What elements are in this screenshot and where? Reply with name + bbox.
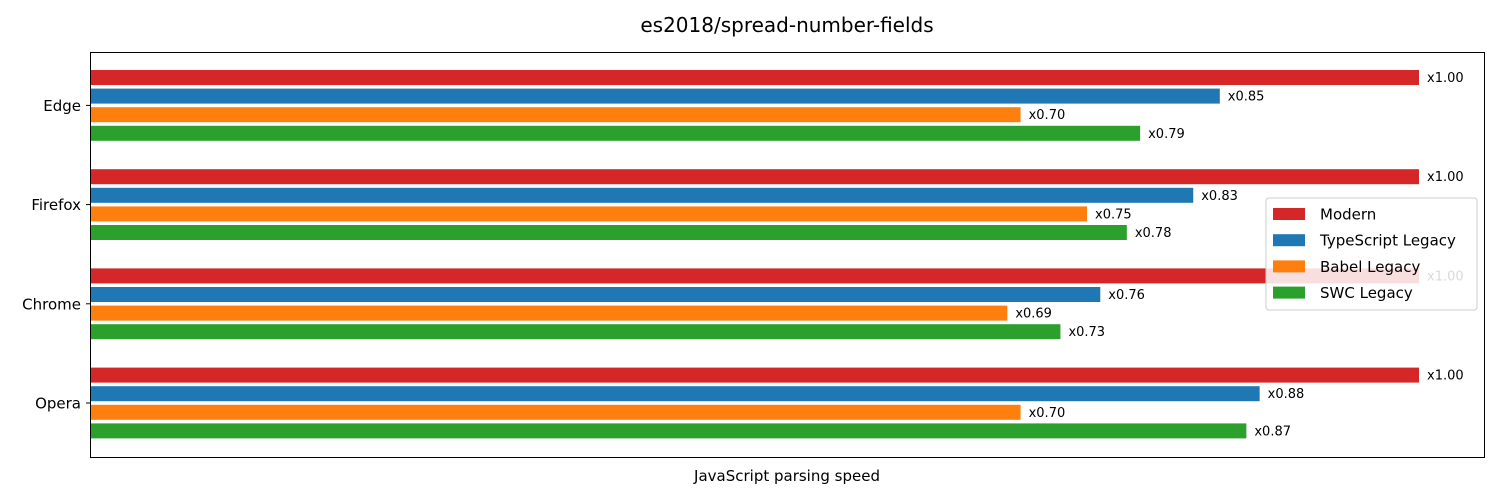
bar-firefox-typescript-legacy	[91, 187, 1194, 203]
data-label-firefox-babel-legacy: x0.75	[1095, 207, 1132, 222]
y-tick-label-firefox: Firefox	[31, 196, 81, 214]
x-axis-label: JavaScript parsing speed	[693, 467, 880, 485]
data-label-chrome-babel-legacy: x0.69	[1015, 307, 1052, 322]
data-label-edge-modern: x1.00	[1427, 71, 1464, 86]
bar-opera-modern	[91, 367, 1419, 383]
data-label-edge-babel-legacy: x0.70	[1029, 108, 1066, 123]
data-label-firefox-modern: x1.00	[1427, 170, 1464, 185]
plot-area-frame	[90, 52, 1485, 458]
bars-group: x1.00 x0.85 x0.70 x0.79 x1.00 x0.83 x0.75x0.78…	[91, 70, 1464, 439]
y-tick-label-opera: Opera	[35, 395, 81, 413]
bar-edge-swc-legacy	[91, 125, 1141, 141]
bar-chrome-babel-legacy	[91, 305, 1008, 321]
legend-swatch-swc-legacy	[1273, 286, 1305, 299]
legend: Modern TypeScript Legacy Babel Legacy SWC L…	[1265, 197, 1478, 311]
data-label-opera-swc-legacy: x0.87	[1254, 424, 1291, 439]
legend-swatch-typescript-legacy	[1273, 234, 1305, 247]
bar-chrome-typescript-legacy	[91, 287, 1101, 302]
chart-title: es2018/spread-number-fields	[640, 13, 933, 37]
legend-label-babel-legacy: Babel Legacy	[1320, 258, 1420, 276]
legend-swatch-babel-legacy	[1273, 260, 1305, 273]
bar-firefox-modern	[91, 169, 1419, 185]
bar-edge-babel-legacy	[91, 107, 1021, 123]
bar-opera-typescript-legacy	[91, 386, 1260, 402]
y-axis-ticks: Edge Firefox Chrome Opera	[22, 97, 91, 413]
bar-opera-babel-legacy	[91, 404, 1021, 420]
bar-edge-modern	[91, 70, 1419, 85]
bar-edge-typescript-legacy	[91, 88, 1220, 104]
y-tick-label-chrome: Chrome	[22, 295, 81, 313]
data-label-edge-swc-legacy: x0.79	[1148, 127, 1185, 142]
legend-frame	[1265, 197, 1478, 311]
legend-swatch-modern	[1273, 208, 1305, 220]
y-tick-label-edge: Edge	[43, 97, 81, 115]
data-label-chrome-swc-legacy: x0.73	[1068, 325, 1105, 340]
bar-opera-swc-legacy	[91, 423, 1247, 439]
legend-label-modern: Modern	[1320, 206, 1376, 224]
data-label-firefox-typescript-legacy: x0.83	[1201, 189, 1238, 204]
data-label-chrome-typescript-legacy: x0.76	[1108, 288, 1145, 303]
data-label-firefox-swc-legacy: x0.78	[1135, 226, 1172, 241]
bar-chrome-modern	[91, 268, 1419, 284]
data-label-opera-modern: x1.00	[1427, 369, 1464, 384]
bar-firefox-babel-legacy	[91, 206, 1087, 222]
data-label-opera-babel-legacy: x0.70	[1029, 406, 1066, 421]
legend-label-swc-legacy: SWC Legacy	[1320, 284, 1413, 302]
bar-firefox-swc-legacy	[91, 225, 1127, 240]
legend-label-typescript-legacy: TypeScript Legacy	[1319, 232, 1456, 250]
bar-chrome-swc-legacy	[91, 324, 1061, 340]
data-label-edge-typescript-legacy: x0.85	[1228, 90, 1265, 105]
data-label-opera-typescript-legacy: x0.88	[1268, 387, 1305, 402]
